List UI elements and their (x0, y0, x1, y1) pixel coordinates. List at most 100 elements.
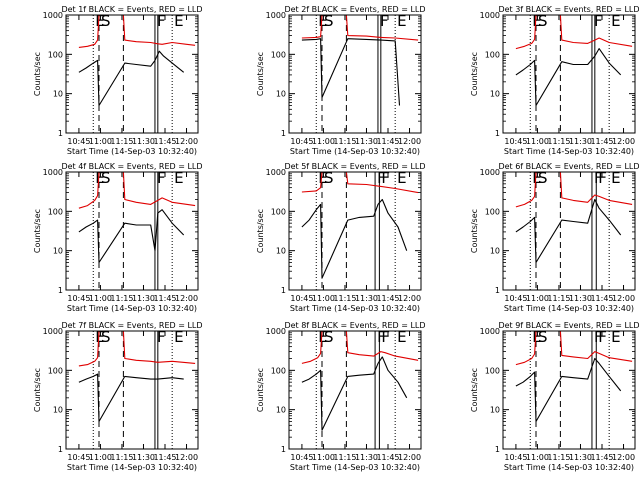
y-tick-label: 100 (48, 50, 63, 59)
x-tick-label: 11:15 (110, 137, 133, 146)
y-tick-label: 100 (485, 50, 500, 59)
y-tick-label: 100 (485, 207, 500, 216)
chart-title: Det 8f BLACK = Events, RED = LLD (284, 321, 425, 330)
x-tick-label: 10:45 (504, 453, 527, 462)
y-tick-label: 1000 (43, 168, 63, 177)
y-tick-label: 1 (495, 286, 500, 295)
event-marker-label: E (611, 169, 620, 187)
x-axis-label: Start Time (14-Sep-03 10:32:40) (67, 147, 197, 156)
y-tick-label: 100 (48, 207, 63, 216)
y-tick-label: 1 (58, 129, 63, 138)
y-tick-label: 1000 (266, 327, 286, 336)
event-marker-label: E (174, 169, 183, 187)
plot-frame (65, 171, 199, 291)
x-tick-label: 11:30 (355, 453, 378, 462)
x-axis-label: Start Time (14-Sep-03 10:32:40) (67, 304, 197, 313)
x-axis-label: Start Time (14-Sep-03 10:32:40) (504, 147, 634, 156)
x-axis-label: Start Time (14-Sep-03 10:32:40) (504, 463, 634, 472)
x-tick-label: 11:45 (376, 453, 399, 462)
y-tick-label: 1 (495, 445, 500, 454)
series-events-line (301, 198, 408, 279)
y-tick-label: 100 (271, 50, 286, 59)
event-marker-label: E (611, 328, 620, 346)
x-tick-label: 12:00 (612, 453, 635, 462)
event-marker-label: S (101, 328, 111, 346)
x-axis-label: Start Time (14-Sep-03 10:32:40) (67, 463, 197, 472)
x-tick-label: 11:00 (89, 294, 112, 303)
y-tick-label: 1 (58, 286, 63, 295)
y-tick-label: 1000 (43, 11, 63, 20)
x-tick-label: 11:00 (312, 137, 335, 146)
y-axis-label: Counts/sec (33, 368, 42, 412)
x-tick-label: 10:45 (67, 137, 90, 146)
y-tick-label: 10 (53, 247, 63, 256)
y-tick-label: 1000 (480, 327, 500, 336)
x-tick-label: 11:15 (333, 453, 356, 462)
event-marker-label: F (381, 328, 390, 346)
x-tick-label: 11:45 (590, 294, 613, 303)
x-tick-label: 10:45 (67, 294, 90, 303)
x-tick-label: 12:00 (612, 294, 635, 303)
series-lld-line (515, 330, 633, 366)
event-marker-label: E (532, 328, 541, 346)
x-tick-label: 11:15 (547, 453, 570, 462)
x-tick-label: 10:45 (504, 137, 527, 146)
event-marker-label: F (598, 169, 607, 187)
x-tick-label: 11:45 (153, 294, 176, 303)
plot-frame (502, 14, 636, 134)
event-marker-label: E (318, 169, 327, 187)
event-marker-label: S (538, 328, 548, 346)
plot-frame (502, 330, 636, 450)
y-tick-label: 10 (490, 90, 500, 99)
x-tick-label: 12:00 (175, 137, 198, 146)
chart-title: Det 9f BLACK = Events, RED = LLD (498, 321, 639, 330)
y-tick-label: 1 (495, 129, 500, 138)
y-axis-label: Counts/sec (256, 368, 265, 412)
plot-frame (288, 14, 422, 134)
x-tick-label: 11:15 (110, 453, 133, 462)
x-tick-label: 10:45 (504, 294, 527, 303)
event-marker-label: E (95, 12, 104, 30)
y-tick-label: 100 (48, 366, 63, 375)
event-marker-label: F (598, 328, 607, 346)
x-tick-label: 11:00 (526, 294, 549, 303)
x-tick-label: 11:15 (333, 137, 356, 146)
plot-frame (288, 330, 422, 450)
plot-frame (502, 171, 636, 291)
y-tick-label: 1 (58, 445, 63, 454)
x-axis-label: Start Time (14-Sep-03 10:32:40) (504, 304, 634, 313)
x-tick-label: 11:45 (590, 137, 613, 146)
x-tick-label: 11:30 (569, 294, 592, 303)
series-events-line (515, 48, 622, 107)
event-marker-label: F (380, 12, 389, 30)
y-tick-label: 1000 (266, 11, 286, 20)
event-marker-label: E (318, 12, 327, 30)
chart-title: Det 5f BLACK = Events, RED = LLD (284, 162, 425, 171)
x-tick-label: 10:45 (67, 453, 90, 462)
event-marker-label: F (381, 169, 390, 187)
series-lld-line (515, 14, 633, 50)
y-tick-label: 100 (485, 366, 500, 375)
y-axis-label: Counts/sec (470, 209, 479, 253)
event-marker-label: F (377, 169, 386, 187)
x-tick-label: 11:00 (89, 453, 112, 462)
x-tick-label: 11:30 (355, 137, 378, 146)
series-events-line (78, 209, 185, 264)
event-marker-label: E (318, 328, 327, 346)
x-tick-label: 11:15 (547, 137, 570, 146)
x-tick-label: 12:00 (398, 137, 421, 146)
event-marker-label: F (594, 169, 603, 187)
x-tick-label: 11:00 (526, 137, 549, 146)
series-lld-line (515, 171, 633, 208)
series-lld-line (301, 330, 419, 364)
event-marker-label: S (324, 328, 334, 346)
x-tick-label: 11:45 (590, 453, 613, 462)
x-tick-label: 11:00 (312, 453, 335, 462)
y-tick-label: 1 (281, 286, 286, 295)
plot-frame (288, 171, 422, 291)
chart-title: Det 1f BLACK = Events, RED = LLD (61, 5, 202, 14)
y-tick-label: 1 (281, 129, 286, 138)
